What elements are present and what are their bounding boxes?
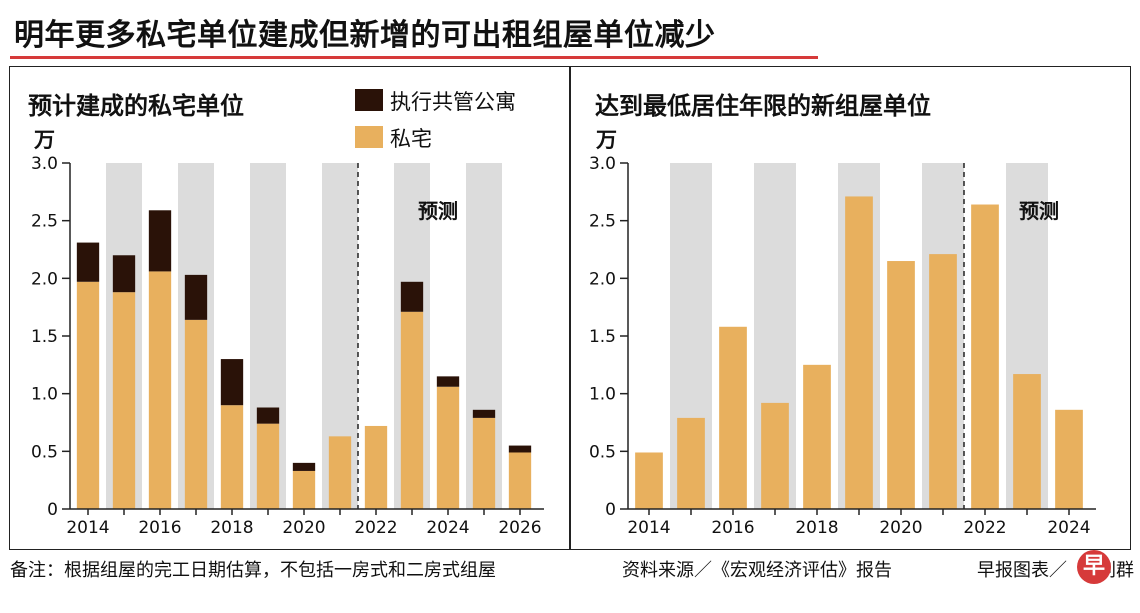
page-title: 明年更多私宅单位建成但新增的可出租组屋单位减少 bbox=[14, 18, 716, 53]
c1-ytick-label-1.5: 1.5 bbox=[589, 327, 616, 347]
right-chart-title: 达到最低居住年限的新组屋单位 bbox=[595, 92, 931, 120]
c1-ytick-label-2.0: 2.0 bbox=[589, 269, 616, 289]
c0-bar-private-2025 bbox=[472, 417, 496, 509]
right-y-unit: 万 bbox=[596, 128, 617, 152]
c0-bar-private-2022 bbox=[364, 425, 388, 509]
c0-bar-ec-2017 bbox=[184, 274, 208, 320]
c0-bar-ec-2014 bbox=[76, 242, 100, 282]
c0-xtick-label-2016: 2016 bbox=[138, 518, 181, 538]
c0-bar-ec-2026 bbox=[508, 445, 532, 453]
c0-forecast-label: 预测 bbox=[418, 199, 458, 223]
c1-bar-2014 bbox=[635, 452, 663, 509]
c0-bar-private-2024 bbox=[436, 386, 460, 509]
c1-bar-2024 bbox=[1055, 409, 1083, 509]
c1-ytick-label-0: 0 bbox=[605, 500, 616, 520]
c0-ytick-label-0: 0 bbox=[47, 500, 58, 520]
c0-bar-ec-2020 bbox=[292, 462, 316, 471]
c0-bar-ec-2015 bbox=[112, 255, 136, 293]
c1-xtick-label-2016: 2016 bbox=[711, 518, 754, 538]
c1-xtick-label-2020: 2020 bbox=[879, 518, 922, 538]
c0-ytick-label-3.0: 3.0 bbox=[31, 154, 58, 174]
c0-ytick-label-1.5: 1.5 bbox=[31, 327, 58, 347]
legend-label-private: 私宅 bbox=[390, 127, 432, 151]
c1-xtick-label-2022: 2022 bbox=[963, 518, 1006, 538]
c0-ytick-label-0.5: 0.5 bbox=[31, 442, 58, 462]
footer-note: 备注：根据组屋的完工日期估算，不包括一房式和二房式组屋 bbox=[10, 560, 496, 581]
c0-ytick-label-1.0: 1.0 bbox=[31, 385, 58, 405]
c1-xtick-label-2014: 2014 bbox=[627, 518, 670, 538]
panel-divider bbox=[569, 66, 571, 550]
legend-label-ec: 执行共管公寓 bbox=[390, 90, 516, 114]
c1-bar-2019 bbox=[845, 196, 873, 510]
c1-bar-2015 bbox=[677, 417, 705, 509]
c0-bar-private-2019 bbox=[256, 423, 280, 509]
c0-xtick-label-2020: 2020 bbox=[282, 518, 325, 538]
c0-bar-private-2023 bbox=[400, 311, 424, 509]
c1-bar-2017 bbox=[761, 402, 789, 509]
c0-ytick-label-2.5: 2.5 bbox=[31, 212, 58, 232]
left-chart-title: 预计建成的私宅单位 bbox=[28, 92, 244, 120]
c0-bar-private-2020 bbox=[292, 470, 316, 509]
c0-bar-private-2015 bbox=[112, 292, 136, 509]
c1-xtick-label-2018: 2018 bbox=[795, 518, 838, 538]
footer-credit: 早报图表／ bbox=[977, 560, 1067, 581]
c0-xtick-label-2024: 2024 bbox=[426, 518, 469, 538]
c1-xtick-label-2024: 2024 bbox=[1047, 518, 1090, 538]
c1-bar-2018 bbox=[803, 364, 831, 509]
c0-bar-ec-2024 bbox=[436, 376, 460, 387]
c1-ytick-label-3.0: 3.0 bbox=[589, 154, 616, 174]
title-underline bbox=[10, 56, 818, 59]
c0-xtick-label-2026: 2026 bbox=[498, 518, 541, 538]
left-y-unit: 万 bbox=[34, 128, 55, 152]
c0-bar-private-2016 bbox=[148, 271, 172, 509]
c1-bar-2022 bbox=[971, 204, 999, 509]
c0-bar-ec-2025 bbox=[472, 409, 496, 418]
c0-bar-ec-2023 bbox=[400, 281, 424, 312]
c1-bar-2016 bbox=[719, 326, 747, 509]
c0-bar-private-2026 bbox=[508, 452, 532, 509]
c0-ytick-label-2.0: 2.0 bbox=[31, 269, 58, 289]
legend-swatch-ec bbox=[355, 89, 383, 111]
c1-ytick-label-0.5: 0.5 bbox=[589, 442, 616, 462]
c0-bar-ec-2019 bbox=[256, 407, 280, 424]
c0-bar-private-2017 bbox=[184, 319, 208, 509]
c0-bar-private-2018 bbox=[220, 405, 244, 509]
zaobao-logo: 早 bbox=[1077, 550, 1111, 584]
legend-swatch-private bbox=[355, 126, 383, 148]
c0-bar-ec-2016 bbox=[148, 210, 172, 272]
c1-ytick-label-2.5: 2.5 bbox=[589, 212, 616, 232]
c0-xtick-label-2022: 2022 bbox=[354, 518, 397, 538]
c1-bar-2023 bbox=[1013, 374, 1041, 509]
c0-bar-ec-2018 bbox=[220, 359, 244, 406]
c0-bar-private-2021 bbox=[328, 436, 352, 509]
c1-forecast-label: 预测 bbox=[1019, 199, 1059, 223]
footer-source: 资料来源／《宏观经济评估》报告 bbox=[622, 560, 892, 581]
c1-ytick-label-1.0: 1.0 bbox=[589, 385, 616, 405]
c0-xtick-label-2018: 2018 bbox=[210, 518, 253, 538]
c1-bar-2020 bbox=[887, 261, 915, 509]
c1-bar-2021 bbox=[929, 254, 957, 509]
c0-bar-private-2014 bbox=[76, 281, 100, 509]
c0-xtick-label-2014: 2014 bbox=[66, 518, 109, 538]
